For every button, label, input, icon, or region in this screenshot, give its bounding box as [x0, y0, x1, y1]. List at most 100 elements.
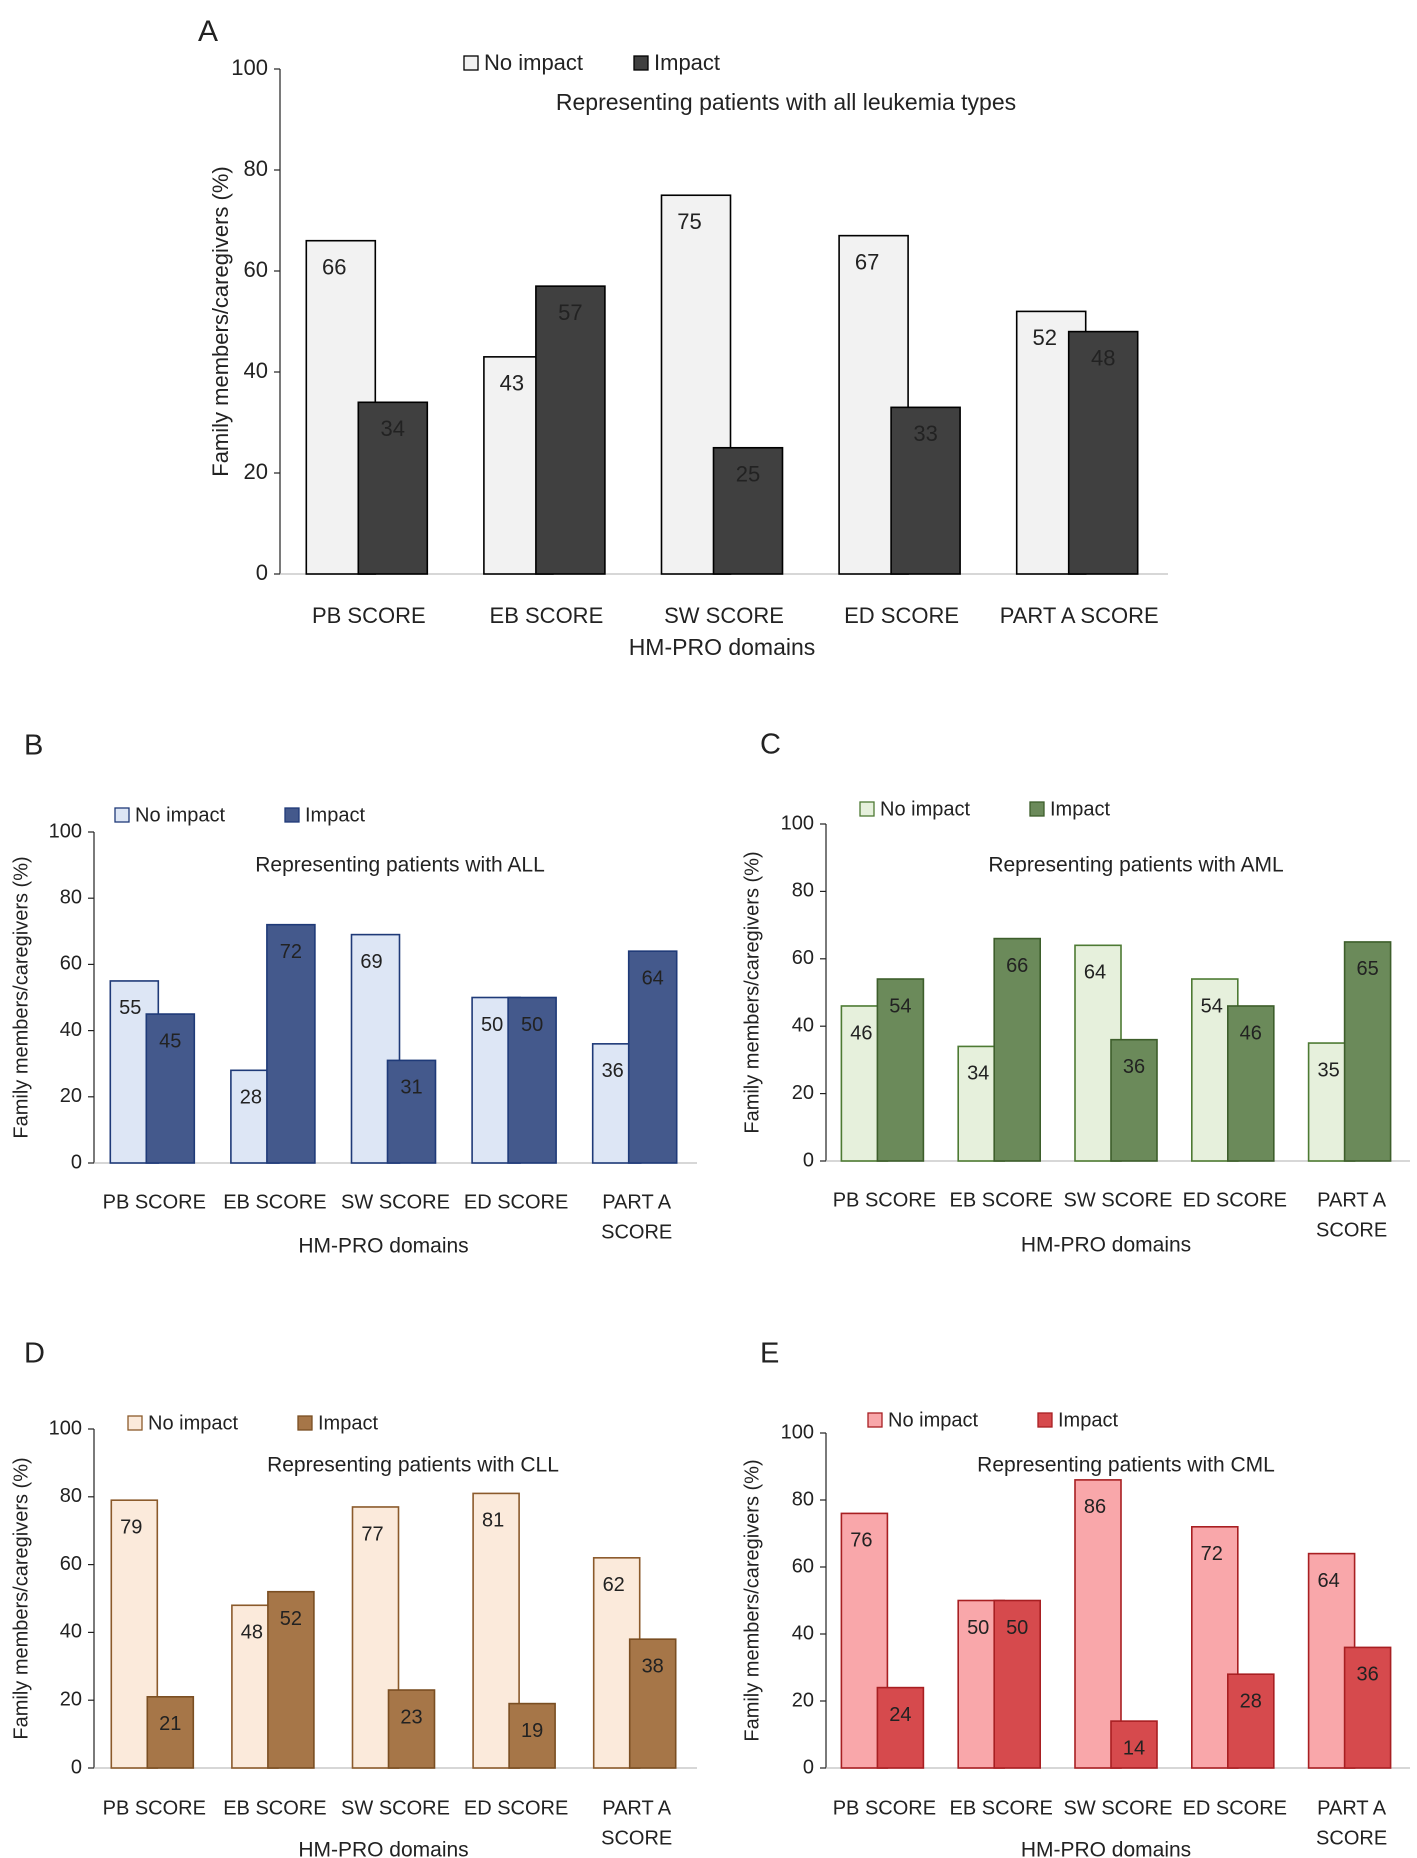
- panel-label: A: [198, 15, 218, 48]
- data-label-impact: 38: [642, 1655, 664, 1677]
- y-tick-label: 20: [60, 1688, 82, 1710]
- x-axis-label: HM-PRO domains: [629, 634, 816, 660]
- data-label-no-impact: 50: [967, 1617, 989, 1639]
- data-label-impact: 31: [400, 1077, 422, 1099]
- y-tick-label: 80: [792, 1488, 814, 1510]
- x-tick-label: PB SCORE: [103, 1797, 206, 1819]
- legend-swatch-no-impact: [859, 801, 875, 817]
- bar-impact: [876, 1686, 925, 1769]
- bar-impact: [1110, 1720, 1158, 1769]
- bar-impact: [146, 1696, 195, 1769]
- data-label-no-impact: 75: [677, 209, 701, 234]
- x-tick-label: SW SCORE: [1064, 1189, 1173, 1211]
- data-label-no-impact: 50: [481, 1014, 503, 1036]
- y-tick-label: 40: [244, 358, 268, 383]
- y-tick-label: 20: [60, 1085, 82, 1107]
- x-axis-label: HM-PRO domains: [298, 1235, 468, 1258]
- data-label-no-impact: 55: [119, 997, 141, 1019]
- chart-title: Representing patients with CLL: [267, 1454, 559, 1477]
- data-label-no-impact: 81: [482, 1510, 504, 1532]
- data-label-no-impact: 66: [322, 255, 346, 280]
- y-tick-label: 60: [792, 1555, 814, 1577]
- y-tick-label: 80: [60, 886, 82, 908]
- panel-label: E: [760, 1338, 779, 1370]
- data-label-no-impact: 46: [850, 1022, 872, 1044]
- y-tick-label: 0: [71, 1151, 82, 1173]
- y-tick-label: 60: [244, 257, 268, 282]
- bar-impact: [1227, 1673, 1275, 1769]
- data-label-no-impact: 64: [1084, 962, 1106, 984]
- data-label-impact: 46: [1240, 1022, 1262, 1044]
- x-tick-label: SW SCORE: [1064, 1797, 1173, 1819]
- x-tick-label: PB SCORE: [833, 1189, 936, 1211]
- chart-panel-c: C 0 20 40 60 80 100 Family members/caregivers (…: [741, 729, 1410, 1257]
- y-axis-label: Family members/caregivers (%): [10, 856, 32, 1138]
- data-label-no-impact: 52: [1032, 325, 1056, 350]
- x-tick-label: EB SCORE: [223, 1191, 326, 1213]
- bar-impact: [1343, 1646, 1392, 1769]
- y-tick-label: 40: [60, 1019, 82, 1041]
- data-label-impact: 36: [1123, 1056, 1145, 1078]
- legend: No impact Impact: [127, 1412, 378, 1434]
- y-axis-label: Family members/caregivers (%): [208, 166, 233, 477]
- y-tick-label: 0: [803, 1149, 814, 1171]
- x-tick-label: PART A: [1317, 1797, 1387, 1819]
- data-label-no-impact: 77: [361, 1523, 383, 1545]
- x-tick-label: SW SCORE: [664, 603, 784, 628]
- legend-swatch-no-impact: [127, 1415, 143, 1431]
- data-label-no-impact: 72: [1201, 1543, 1223, 1565]
- data-label-impact: 36: [1356, 1664, 1378, 1686]
- bar-impact: [993, 937, 1042, 1162]
- x-tick-label: ED SCORE: [464, 1191, 568, 1213]
- y-tick-label: 100: [781, 812, 814, 834]
- bar-impact: [890, 406, 961, 575]
- legend: No impact Impact: [463, 50, 720, 75]
- y-axis-label: Family members/caregivers (%): [741, 1459, 763, 1741]
- x-tick-label: SW SCORE: [341, 1191, 450, 1213]
- legend-label-impact: Impact: [305, 804, 365, 826]
- y-tick-label: 60: [792, 947, 814, 969]
- x-tick-label: PART A: [602, 1191, 672, 1213]
- y-tick-label: 60: [60, 953, 82, 975]
- legend-swatch-no-impact: [867, 1412, 883, 1428]
- y-tick-label: 40: [792, 1622, 814, 1644]
- y-tick-label: 40: [60, 1621, 82, 1643]
- x-tick-label: EB SCORE: [490, 603, 604, 628]
- data-label-impact: 54: [889, 995, 911, 1017]
- bar-impact: [387, 1689, 436, 1769]
- y-tick-label: 20: [244, 459, 268, 484]
- data-label-no-impact: 64: [1317, 1570, 1339, 1592]
- legend-label-no-impact: No impact: [888, 1409, 978, 1431]
- y-tick-label: 100: [49, 1417, 82, 1439]
- data-label-impact: 50: [1006, 1617, 1028, 1639]
- x-tick-label: SCORE: [601, 1221, 672, 1243]
- bar-impact: [508, 1702, 556, 1769]
- panel-label: D: [24, 1338, 45, 1370]
- x-tick-label: ED SCORE: [844, 603, 959, 628]
- legend-swatch-impact: [633, 55, 649, 71]
- bar-impact: [1110, 1038, 1158, 1162]
- x-tick-label: EB SCORE: [223, 1797, 326, 1819]
- bar-impact: [1227, 1005, 1275, 1162]
- bar-impact: [627, 950, 678, 1164]
- y-axis-label: Family members/caregivers (%): [10, 1457, 32, 1739]
- y-tick-label: 80: [792, 880, 814, 902]
- x-tick-label: SCORE: [1316, 1827, 1387, 1849]
- data-label-impact: 50: [521, 1014, 543, 1036]
- data-label-impact: 64: [642, 967, 664, 989]
- data-label-impact: 14: [1123, 1737, 1145, 1759]
- data-label-no-impact: 36: [602, 1060, 624, 1082]
- y-tick-label: 100: [49, 820, 82, 842]
- x-tick-label: ED SCORE: [464, 1797, 568, 1819]
- data-label-impact: 45: [159, 1030, 181, 1052]
- legend-label-impact: Impact: [654, 50, 720, 75]
- x-tick-label: PART A: [602, 1797, 672, 1819]
- y-axis-label: Family members/caregivers (%): [741, 851, 763, 1133]
- bar-impact: [876, 978, 925, 1162]
- legend-swatch-impact: [284, 807, 300, 823]
- bar-impact: [712, 446, 784, 575]
- data-label-no-impact: 86: [1084, 1496, 1106, 1518]
- chart-panel-d: D 0 20 40 60 80 100 Family members/caregivers (…: [10, 1338, 697, 1858]
- bar-impact: [386, 1059, 437, 1164]
- bar-impact: [267, 1590, 315, 1769]
